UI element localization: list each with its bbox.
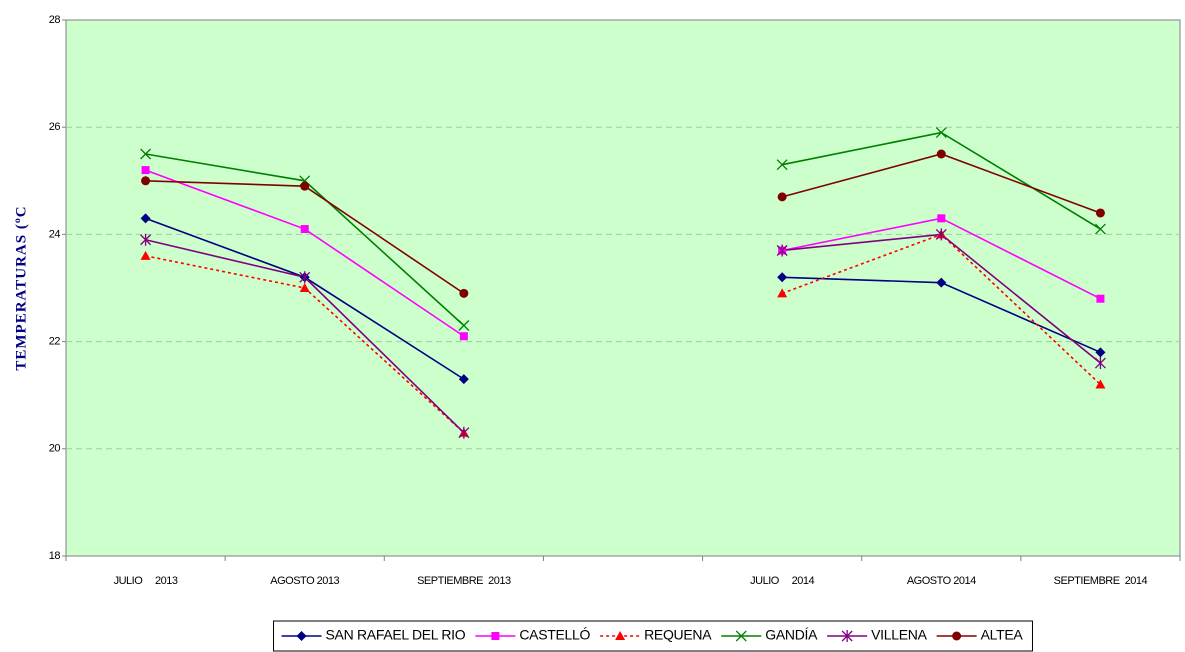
x-tick-label: AGOSTO 2014: [907, 575, 976, 587]
marker: [841, 630, 853, 642]
legend-label: GANDÍA: [765, 627, 818, 643]
marker: [458, 374, 469, 385]
x-tick-label: SEPTIEMBRE 2014: [1054, 575, 1148, 587]
marker: [140, 233, 152, 246]
plot-area: [65, 19, 1181, 557]
marker: [777, 288, 788, 298]
marker: [615, 631, 626, 640]
legend-label: ALTEA: [981, 627, 1024, 643]
marker: [935, 127, 947, 139]
marker: [140, 213, 151, 224]
y-axis-label: TEMPERATURAS (ºC: [13, 205, 29, 370]
marker: [458, 426, 470, 439]
marker: [1095, 347, 1106, 358]
legend-label: SAN RAFAEL DEL RIO: [326, 627, 466, 643]
marker: [141, 176, 151, 186]
marker: [300, 181, 310, 191]
marker: [140, 250, 151, 260]
marker: [491, 632, 500, 640]
y-tick-label: 22: [49, 336, 61, 348]
marker: [141, 166, 150, 175]
marker: [936, 149, 946, 159]
legend-label: REQUENA: [644, 627, 712, 643]
marker: [777, 272, 788, 283]
legend-box: [273, 620, 1033, 652]
marker: [777, 192, 787, 202]
marker: [776, 244, 788, 257]
marker: [776, 159, 788, 171]
marker: [1095, 379, 1106, 389]
marker: [300, 225, 309, 234]
marker: [937, 214, 946, 223]
marker: [935, 228, 947, 241]
x-tick-label: JULIO 2013: [114, 575, 178, 587]
marker: [735, 630, 747, 642]
x-tick-label: JULIO 2014: [750, 575, 814, 587]
marker: [1094, 357, 1106, 370]
marker: [299, 283, 310, 292]
legend-label: VILLENA: [871, 627, 927, 643]
legend: SAN RAFAEL DEL RIO CASTELLÓ REQUENA GANDÍA V…: [281, 627, 1024, 643]
y-tick-label: 18: [49, 550, 61, 562]
y-tick-label: 26: [49, 121, 61, 133]
marker: [459, 332, 468, 341]
x-tick-label: AGOSTO 2013: [270, 575, 339, 587]
marker: [1094, 223, 1106, 235]
y-tick-label: 24: [49, 228, 61, 240]
marker: [296, 631, 307, 641]
marker: [936, 277, 947, 288]
marker: [952, 631, 962, 641]
legend-label: CASTELLÓ: [519, 627, 590, 643]
marker: [458, 320, 470, 331]
y-tick-label: 20: [49, 443, 61, 455]
marker: [459, 288, 469, 298]
y-tick-label: 28: [49, 14, 61, 26]
marker: [1096, 294, 1105, 303]
marker: [1095, 208, 1105, 218]
marker: [299, 271, 311, 284]
marker: [140, 148, 152, 160]
x-tick-label: SEPTIEMBRE 2013: [417, 575, 511, 587]
